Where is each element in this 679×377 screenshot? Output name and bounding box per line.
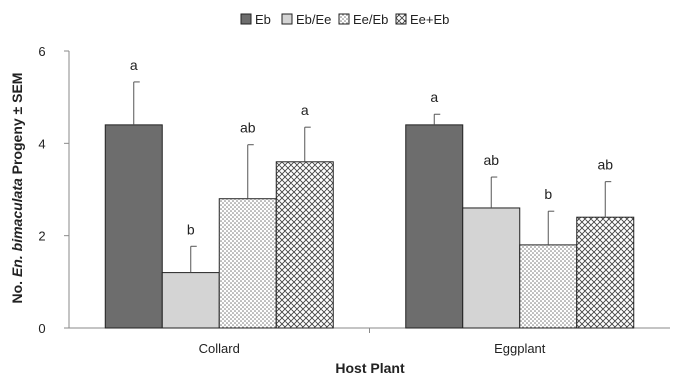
significance-label: ab — [597, 157, 613, 173]
x-categories: Collard Eggplant — [199, 328, 546, 356]
bar-ee-eb-eggplant — [519, 244, 578, 329]
y-axis-title-part-2: En. bimaculata — [9, 178, 25, 277]
y-tick-label: 0 — [38, 321, 45, 336]
y-ticks: 0 2 4 6 — [38, 44, 69, 336]
legend-swatch — [240, 13, 252, 25]
y-axis-title-part-1: No. — [9, 277, 25, 303]
legend-swatch — [281, 13, 293, 25]
significance-label: ab — [240, 120, 256, 136]
legend-label: Eb/Ee — [296, 12, 331, 27]
legend-swatch — [395, 13, 407, 25]
bar-ee-eb-collard — [275, 161, 334, 329]
legend: Eb Eb/Ee Ee/Eb Ee+Eb — [240, 12, 449, 27]
bar-ee-eb-eggplant — [576, 216, 635, 329]
significance-label: b — [187, 221, 195, 237]
bar-eb-collard — [104, 124, 163, 329]
bar-ee-eb-collard — [218, 198, 277, 329]
y-tick-label: 2 — [38, 229, 45, 244]
legend-label: Ee/Eb — [353, 12, 388, 27]
y-axis-title: No. En. bimaculata Progeny ± SEM — [9, 73, 25, 304]
legend-label: Eb — [255, 12, 271, 27]
significance-label: ab — [483, 152, 499, 168]
x-category-label: Eggplant — [494, 341, 546, 356]
significance-label: b — [544, 186, 552, 202]
significance-label: a — [130, 57, 138, 73]
significance-label: a — [301, 102, 309, 118]
significance-label: a — [430, 89, 438, 105]
y-tick-label: 4 — [38, 136, 45, 151]
bar-eb-ee-eggplant — [462, 207, 521, 329]
legend-label: Ee+Eb — [410, 12, 449, 27]
y-tick-label: 6 — [38, 44, 45, 59]
x-axis-title: Host Plant — [335, 360, 405, 376]
legend-swatch — [338, 13, 350, 25]
bar-eb-ee-collard — [161, 272, 220, 329]
x-category-label: Collard — [199, 341, 240, 356]
y-axis-title-part-3: Progeny ± SEM — [9, 73, 25, 179]
bar-eb-eggplant — [405, 124, 464, 329]
